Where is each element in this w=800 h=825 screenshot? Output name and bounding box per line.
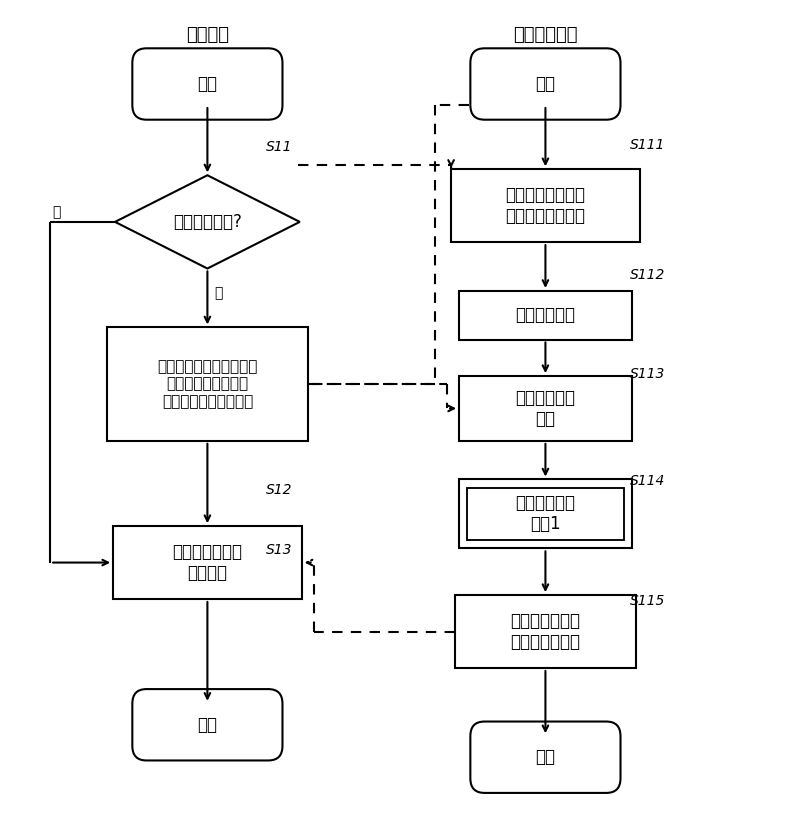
Text: 导航设备: 导航设备	[186, 26, 229, 45]
Text: 分发数据提取
处理1: 分发数据提取 处理1	[515, 494, 575, 533]
Text: S112: S112	[630, 267, 666, 281]
Text: S11: S11	[266, 140, 293, 154]
Bar	[451, 169, 640, 243]
FancyBboxPatch shape	[132, 49, 282, 120]
Text: 信息分发中心: 信息分发中心	[513, 26, 578, 45]
FancyBboxPatch shape	[132, 689, 282, 761]
Text: 结束: 结束	[535, 748, 555, 766]
Text: 传送分发范围内
的预测交通信息: 传送分发范围内 的预测交通信息	[510, 612, 581, 651]
Text: 设定分发范围: 设定分发范围	[515, 306, 575, 324]
Text: S13: S13	[266, 544, 293, 558]
FancyBboxPatch shape	[470, 49, 621, 120]
Text: S115: S115	[630, 594, 666, 608]
Text: 开始: 开始	[198, 75, 218, 93]
Text: S12: S12	[266, 483, 293, 497]
Polygon shape	[115, 175, 300, 268]
Bar	[113, 526, 302, 599]
Text: 已指定目的地?: 已指定目的地?	[173, 213, 242, 231]
Text: S114: S114	[630, 474, 666, 488]
Bar	[467, 488, 624, 540]
Bar	[107, 328, 308, 441]
Text: 开始: 开始	[535, 75, 555, 93]
Text: 结束: 结束	[198, 716, 218, 733]
Text: 产生预测交通
信息: 产生预测交通 信息	[515, 389, 575, 428]
Text: 向中心请求预测交通信息
（传送与车辆位置、
目的地等相关的信息）: 向中心请求预测交通信息 （传送与车辆位置、 目的地等相关的信息）	[158, 359, 258, 409]
FancyBboxPatch shape	[470, 722, 621, 793]
Bar	[459, 376, 632, 441]
Bar	[459, 479, 632, 549]
Text: S113: S113	[630, 366, 666, 380]
Text: 接收并存储预测
交通信息: 接收并存储预测 交通信息	[173, 543, 242, 582]
Text: 否: 否	[52, 205, 61, 219]
Bar	[455, 595, 636, 668]
Text: 是: 是	[214, 286, 222, 300]
Text: S111: S111	[630, 138, 666, 152]
Text: 查找从车辆位置到
目的地的基本路线: 查找从车辆位置到 目的地的基本路线	[506, 186, 586, 225]
Bar	[459, 291, 632, 340]
